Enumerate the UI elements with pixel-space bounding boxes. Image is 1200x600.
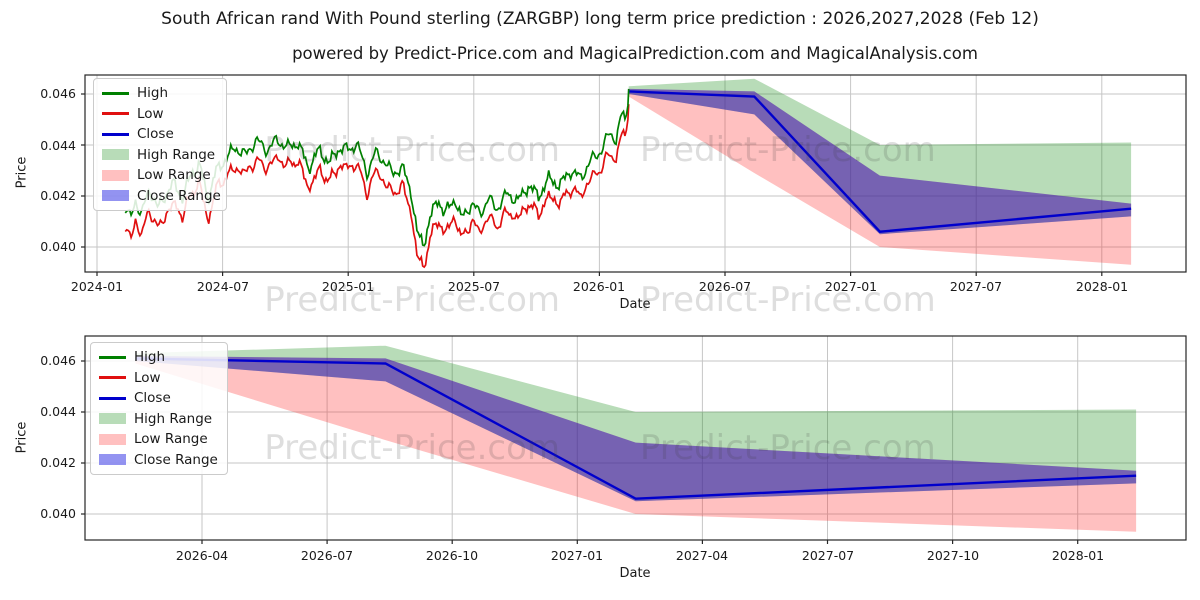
top-ytick-0040: 0.040: [40, 239, 76, 254]
legend-item-low-range: Low Range: [99, 429, 221, 450]
bottom-ytick-0044: 0.044: [40, 404, 76, 419]
bottom-xtick-2027-07: 2027-07: [801, 548, 855, 563]
close-range-swatch: [99, 454, 126, 466]
legend-label-close-range: Close Range: [137, 187, 221, 204]
legend-item-high: High: [102, 83, 220, 104]
page-title: South African rand With Pound sterling (…: [161, 9, 1039, 29]
legend-item-close-range: Close Range: [99, 450, 221, 471]
bottom-y-axis-label: Price: [14, 421, 30, 454]
legend-item-low: Low: [102, 104, 220, 125]
bottom-xtick-2027-10: 2027-10: [926, 548, 980, 563]
top-xtick-2027-07: 2027-07: [949, 279, 1003, 294]
top-ytick-0042: 0.042: [40, 188, 76, 203]
legend-item-high-range: High Range: [102, 145, 220, 166]
bottom-xtick-2027-01: 2027-01: [550, 548, 604, 563]
bottom-legend: High Low Close High Range Low Range Clos…: [90, 342, 228, 475]
legend-label-low: Low: [137, 105, 164, 122]
bottom-xtick-2027-04: 2027-04: [675, 548, 729, 563]
legend-item-high: High: [99, 347, 221, 368]
legend-label-low: Low: [134, 369, 161, 386]
close-range-swatch: [102, 190, 129, 202]
top-ytick-0044: 0.044: [40, 138, 76, 153]
top-xtick-2025-01: 2025-01: [321, 279, 375, 294]
watermark-text: Predict-Price.com: [640, 428, 936, 468]
legend-label-close: Close: [137, 126, 174, 143]
high-range-swatch: [102, 149, 129, 161]
top-xtick-2025-07: 2025-07: [447, 279, 501, 294]
close-line-swatch: [99, 396, 126, 400]
bottom-xtick-2026-04: 2026-04: [175, 548, 229, 563]
watermark-text: Predict-Price.com: [264, 428, 560, 468]
watermark-text: Predict-Price.com: [640, 130, 936, 170]
top-xtick-2026-07: 2026-07: [698, 279, 752, 294]
low-line-swatch: [99, 376, 126, 380]
page-subtitle: powered by Predict-Price.com and Magical…: [292, 44, 978, 63]
legend-label-close: Close: [134, 390, 171, 407]
top-legend: High Low Close High Range Low Range Clos…: [93, 78, 227, 211]
legend-label-low-range: Low Range: [137, 167, 211, 184]
low-range-swatch: [99, 433, 126, 445]
watermark-text: Predict-Price.com: [264, 280, 560, 320]
legend-label-close-range: Close Range: [134, 451, 218, 468]
top-xtick-2026-01: 2026-01: [572, 279, 626, 294]
high-range-swatch: [99, 413, 126, 425]
high-line-swatch: [102, 91, 129, 95]
low-range-swatch: [102, 169, 129, 181]
legend-item-close-range: Close Range: [102, 186, 221, 207]
top-xtick-2027-01: 2027-01: [824, 279, 878, 294]
legend-label-high-range: High Range: [137, 146, 216, 163]
bottom-xtick-2026-07: 2026-07: [300, 548, 354, 563]
bottom-xtick-2026-10: 2026-10: [425, 548, 479, 563]
legend-item-close: Close: [99, 388, 221, 409]
watermark-text: Predict-Price.com: [640, 280, 936, 320]
top-x-axis-label: Date: [619, 297, 651, 312]
legend-label-high: High: [134, 349, 166, 366]
legend-item-close: Close: [102, 124, 220, 145]
bottom-xtick-2028-01: 2028-01: [1051, 548, 1105, 563]
bottom-ytick-0042: 0.042: [40, 455, 76, 470]
close-line-swatch: [102, 132, 129, 136]
legend-label-high: High: [137, 85, 169, 102]
high-line-swatch: [99, 355, 126, 359]
top-xtick-2024-07: 2024-07: [196, 279, 250, 294]
bottom-ytick-0040: 0.040: [40, 506, 76, 521]
legend-label-low-range: Low Range: [134, 431, 208, 448]
bottom-ytick-0046: 0.046: [40, 353, 76, 368]
legend-item-high-range: High Range: [99, 409, 221, 430]
bottom-x-axis-label: Date: [619, 566, 651, 581]
legend-item-low: Low: [99, 368, 221, 389]
legend-item-low-range: Low Range: [102, 165, 220, 186]
top-xtick-2024-01: 2024-01: [70, 279, 124, 294]
legend-label-high-range: High Range: [134, 410, 213, 427]
low-line-swatch: [102, 112, 129, 116]
watermark-text: Predict-Price.com: [264, 130, 560, 170]
top-y-axis-label: Price: [14, 156, 30, 189]
top-xtick-2028-01: 2028-01: [1075, 279, 1129, 294]
top-ytick-0046: 0.046: [40, 86, 76, 101]
